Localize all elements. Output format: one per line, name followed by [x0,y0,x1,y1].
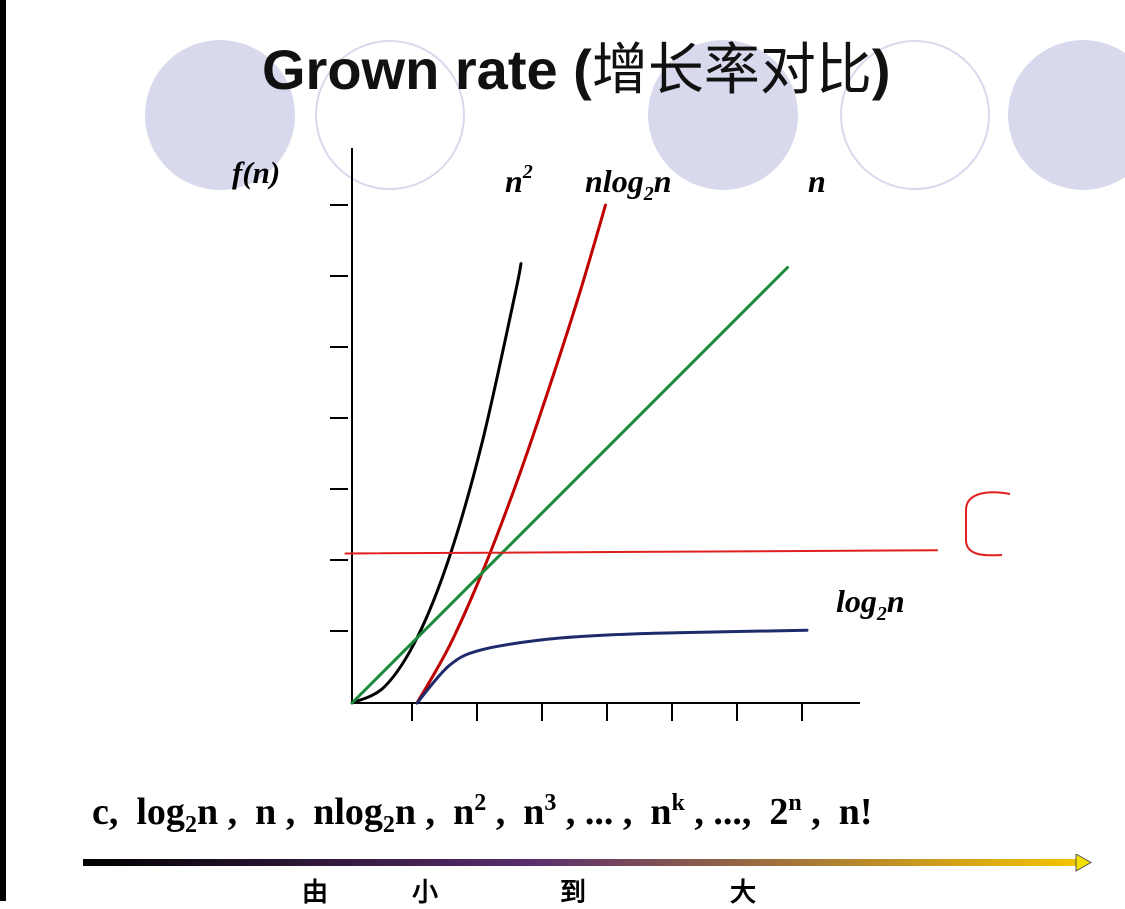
sequence-term: log2n , [136,791,238,838]
sequence-term: nk , ..., [650,790,752,833]
chart-labels: f(n) n2 nlog2n nlog2n [232,155,905,625]
sequence-term: 2n , [769,790,821,833]
order-word: 大 [730,878,757,908]
order-arrow [83,854,1093,872]
title-latin: Grown rate ( [262,38,592,101]
deco-circle-5 [1008,40,1125,190]
deco-circle-2 [315,40,465,190]
title-cjk: 增长率对比 [591,38,872,103]
sequence-term: n! [838,791,873,833]
series-line-n2 [350,262,523,705]
series-line-n [350,266,789,705]
chart-axes [330,148,860,721]
sequence-term: n2 , [453,790,506,833]
y-axis-label: f(n) [232,155,280,190]
sequence-term: n , [255,791,296,833]
chart-curves [344,203,1011,705]
deco-circle-1 [145,40,295,190]
left-border [0,0,6,901]
series-label-n: n [808,163,826,199]
deco-circle-4 [840,40,990,190]
sequence-term: n3 , ... , [523,790,633,833]
title-close: ) [871,38,891,101]
order-word: 由 [302,878,329,908]
series-line-log2n [415,628,809,705]
series-line-c [344,549,938,555]
order-word: 到 [560,878,587,908]
deco-circle-3 [648,40,798,190]
series-line-nlog2n [415,203,607,705]
annotation-c-mark [965,491,1011,557]
series-label-n2: n2 [505,161,533,199]
series-label-nlog2n: nlog2n [585,163,671,205]
sequence-term: c, [92,791,119,833]
series-label-log2n: log2n [836,583,905,625]
order-word: 小 [412,878,439,908]
complexity-order-sequence: c, log2n , n , nlog2n , n2 , n3 , ... , nk , .… [92,790,873,839]
sequence-term: nlog2n , [313,791,436,838]
slide-title: Grown rate (增长率对比) [262,30,890,111]
